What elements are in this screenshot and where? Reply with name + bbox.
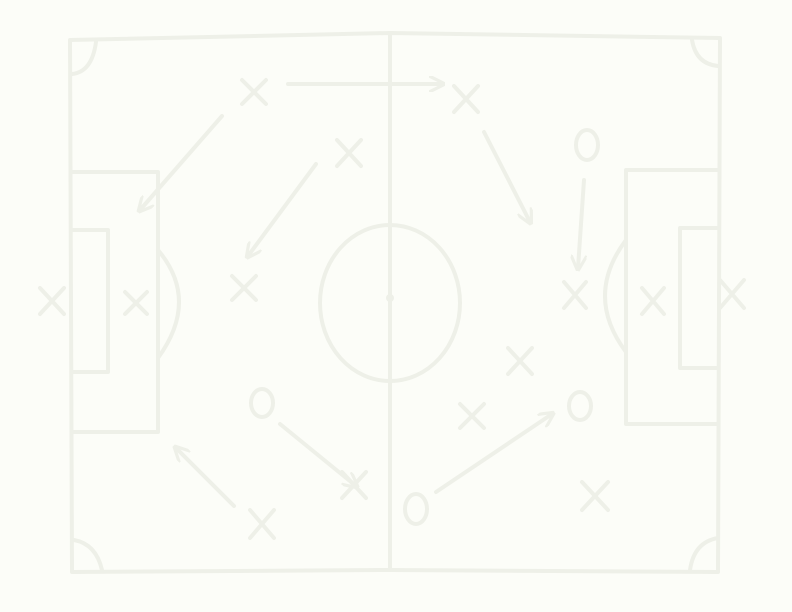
o-marker: [403, 492, 429, 526]
arrow: [578, 178, 584, 268]
corner-arc-top-left: [70, 40, 98, 76]
x-marker: [640, 286, 666, 316]
arrow: [176, 448, 236, 508]
x-marker: [230, 274, 258, 302]
movement-arrows: [140, 84, 584, 508]
center-spot: [386, 294, 394, 302]
pitch-boundary: [68, 31, 722, 574]
x-marker: [123, 290, 149, 316]
x-marker: [248, 508, 276, 540]
o-markers: [249, 128, 600, 526]
x-marker: [718, 278, 746, 310]
x-marker: [452, 84, 480, 114]
x-marker: [562, 280, 588, 310]
pitch: [68, 31, 722, 574]
x-marker: [335, 138, 363, 168]
corner-arc-bottom-left: [72, 538, 104, 572]
arrow: [482, 130, 530, 222]
arrow: [248, 162, 318, 256]
o-marker: [567, 390, 593, 422]
left-penalty-box: [70, 170, 160, 434]
left-penalty-arc: [156, 248, 181, 360]
right-penalty-box: [624, 168, 720, 426]
o-marker: [249, 387, 275, 419]
x-marker: [38, 286, 66, 316]
o-marker: [574, 128, 600, 162]
left-goal-box: [70, 228, 110, 374]
center-circle: [318, 223, 462, 383]
x-marker: [580, 480, 610, 512]
right-goal-box: [678, 226, 720, 370]
x-marker: [240, 78, 268, 106]
x-marker: [506, 346, 534, 376]
corner-arc-bottom-right: [688, 536, 720, 572]
corner-arc-top-right: [690, 38, 720, 68]
right-penalty-arc: [603, 238, 628, 354]
arrow: [434, 414, 552, 494]
arrow: [140, 114, 224, 210]
arrow: [278, 422, 356, 486]
x-marker: [458, 402, 486, 430]
